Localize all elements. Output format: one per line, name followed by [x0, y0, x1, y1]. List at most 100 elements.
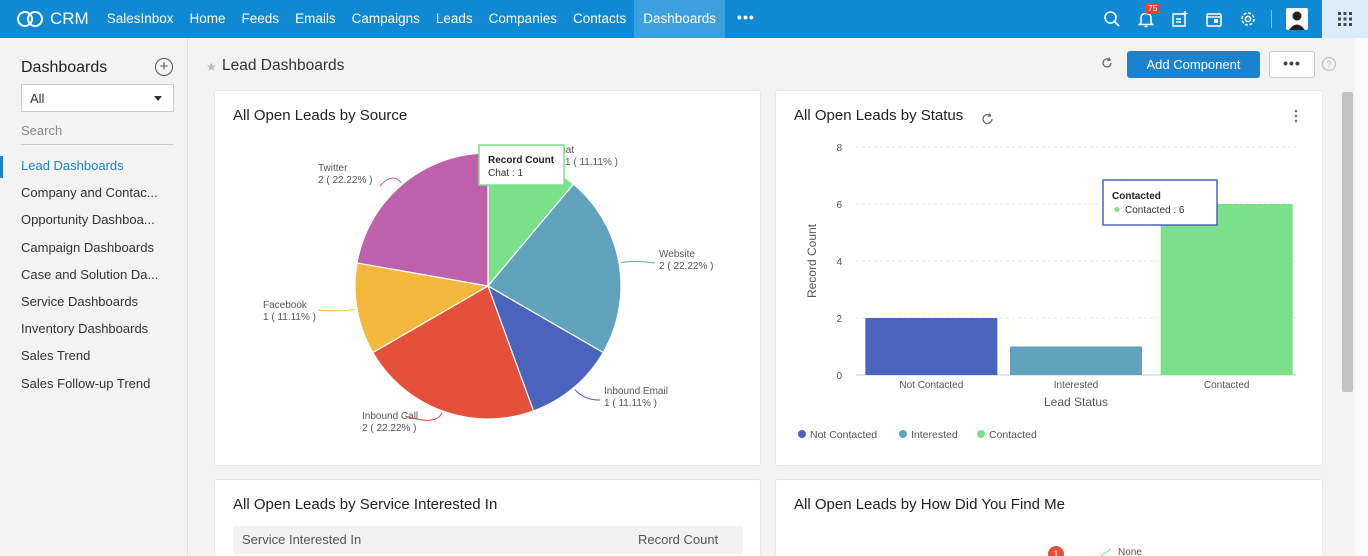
- bar-tooltip: Contacted Contacted : 6: [1102, 179, 1218, 226]
- card-title-status: All Open Leads by Status: [794, 107, 964, 124]
- card-leads-by-find-me: All Open Leads by How Did You Find Me 1 …: [775, 479, 1323, 556]
- y-tick-label: 0: [836, 371, 842, 382]
- nav-item-contacts[interactable]: Contacts: [572, 11, 627, 26]
- legend-item[interactable]: Interested: [899, 429, 958, 441]
- search-icon[interactable]: [1095, 0, 1129, 38]
- find-me-badge: [1048, 546, 1064, 556]
- top-nav-bar: CRM SalesInbox Home Feeds Emails Campaigns Le…: [0, 0, 1368, 38]
- legend-label: Not Contacted: [810, 429, 877, 441]
- pie-label-name: Inbound Call: [362, 411, 418, 422]
- nav-item-home[interactable]: Home: [189, 11, 226, 26]
- legend-item[interactable]: Contacted: [977, 429, 1037, 441]
- card-title-find-me: All Open Leads by How Did You Find Me: [794, 496, 1065, 513]
- settings-gear-icon[interactable]: [1231, 0, 1265, 38]
- sidebar-item[interactable]: Service Dashboards: [21, 293, 139, 309]
- legend-label: Contacted: [989, 429, 1037, 441]
- dashboard-filter-select[interactable]: All: [21, 84, 174, 112]
- pie-slice-twitter[interactable]: [356, 152, 489, 287]
- nav-item-companies[interactable]: Companies: [488, 11, 557, 26]
- notification-count-badge: 75: [1145, 3, 1161, 14]
- add-dashboard-icon[interactable]: +: [155, 58, 173, 76]
- pie-label-name: Website: [659, 249, 695, 260]
- chart-options-kebab-icon[interactable]: [1294, 109, 1298, 123]
- dashboard-filter-value: All: [30, 91, 45, 106]
- pie-label-value: 1 ( 11.11% ): [263, 312, 316, 323]
- sidebar-title: Dashboards: [21, 59, 108, 76]
- sidebar-item[interactable]: Sales Follow-up Trend: [21, 375, 151, 391]
- card-title-service: All Open Leads by Service Interested In: [233, 496, 498, 513]
- y-axis-label: Record Count: [805, 223, 819, 298]
- bar-tooltip-title: Contacted: [1112, 191, 1161, 202]
- pie-label-value: 1 ( 11.11% ): [604, 398, 657, 409]
- card-title-source: All Open Leads by Source: [233, 107, 408, 124]
- notifications-bell-icon[interactable]: 75: [1129, 0, 1163, 38]
- pie-leader-line: [317, 308, 356, 312]
- pie-label-name: Inbound Email: [604, 386, 668, 397]
- nav-item-campaigns[interactable]: Campaigns: [351, 11, 420, 26]
- column-header-record-count[interactable]: Record Count: [638, 532, 719, 547]
- sidebar-item[interactable]: Campaign Dashboards: [21, 239, 154, 255]
- pie-tooltip: Record Count Chat : 1: [478, 144, 565, 186]
- crm-logo-text: CRM: [50, 9, 89, 28]
- page-title: Lead Dashboards: [222, 57, 345, 74]
- pie-label-value: 2 ( 22.22% ): [318, 175, 372, 186]
- y-tick-label: 6: [836, 200, 842, 211]
- bar-interested[interactable]: [1010, 346, 1142, 376]
- nav-item-dashboards[interactable]: Dashboards: [634, 0, 726, 38]
- pie-slice-facebook[interactable]: [354, 262, 490, 354]
- card-leads-by-service: All Open Leads by Service Interested In …: [214, 479, 761, 556]
- add-component-button[interactable]: Add Component: [1127, 51, 1260, 78]
- service-table-header: Service Interested In Record Count: [233, 526, 743, 554]
- header-more-button[interactable]: •••: [1269, 51, 1315, 78]
- sidebar-item[interactable]: Inventory Dashboards: [21, 321, 149, 337]
- apps-grid-icon[interactable]: [1322, 0, 1368, 38]
- pie-label-value: 1 ( 11.11% ): [565, 157, 618, 168]
- dashboard-search-input[interactable]: Search: [21, 123, 174, 145]
- pie-leader-line: [620, 260, 656, 264]
- pie-label-name: Facebook: [263, 300, 308, 311]
- sidebar-item[interactable]: Sales Trend: [21, 348, 91, 364]
- nav-item-leads[interactable]: Leads: [435, 11, 473, 26]
- calendar-icon[interactable]: [1197, 0, 1231, 38]
- dashboards-sidebar: Dashboards + All Search Lead Dashboards C…: [0, 38, 188, 556]
- pie-label-value: 2 ( 22.22% ): [659, 261, 713, 272]
- nav-more-button[interactable]: •••: [737, 9, 755, 25]
- help-icon[interactable]: ?: [1322, 57, 1336, 71]
- bar-tooltip-body: Contacted : 6: [1125, 205, 1185, 216]
- crm-logo[interactable]: CRM: [0, 0, 89, 38]
- sidebar-item[interactable]: Lead Dashboards: [0, 156, 188, 183]
- sidebar-item[interactable]: Company and Contac...: [21, 185, 158, 201]
- legend-item[interactable]: Not Contacted: [798, 429, 877, 441]
- page-scrollbar-thumb[interactable]: [1342, 92, 1353, 392]
- legend-label: Interested: [911, 429, 958, 441]
- pie-label-value: 2 ( 22.22% ): [362, 423, 416, 434]
- add-record-icon[interactable]: [1163, 0, 1197, 38]
- find-me-visible-label: None: [1118, 547, 1142, 556]
- y-tick-label: 2: [836, 314, 842, 325]
- refresh-chart-icon[interactable]: [982, 113, 993, 125]
- favorite-star-icon[interactable]: ★: [206, 60, 217, 74]
- y-tick-label: 8: [836, 143, 842, 154]
- find-me-badge-text: 1: [1053, 549, 1058, 556]
- column-header-service[interactable]: Service Interested In: [242, 532, 362, 547]
- bar-contacted[interactable]: [1160, 204, 1293, 375]
- page-scroll-track: [1355, 38, 1368, 556]
- sidebar-item[interactable]: Opportunity Dashboa...: [21, 212, 155, 228]
- nav-item-feeds[interactable]: Feeds: [241, 11, 280, 26]
- bar-not-contacted[interactable]: [865, 318, 998, 375]
- sidebar-item[interactable]: Case and Solution Da...: [21, 266, 159, 282]
- pie-slice-inbound-email[interactable]: [486, 284, 605, 412]
- user-avatar[interactable]: [1286, 8, 1308, 30]
- pie-tooltip-body: Chat : 1: [488, 168, 523, 179]
- refresh-dashboard-icon[interactable]: [1100, 56, 1114, 73]
- bar-chart-status: 0 2 4 6 8 Not Contacted Interested Contacted Lea…: [798, 109, 1298, 441]
- pie-slice-inbound-call[interactable]: [371, 285, 535, 420]
- nav-item-emails[interactable]: Emails: [295, 11, 336, 26]
- nav-item-salesinbox[interactable]: SalesInbox: [106, 11, 174, 26]
- pie-leader-line: [574, 389, 601, 401]
- crm-logo-icon: [17, 11, 43, 27]
- pie-slice-website[interactable]: [487, 183, 622, 354]
- card-leads-by-status: All Open Leads by Status 0 2 4 6 8 Not Contac…: [775, 90, 1323, 466]
- find-me-leader-line: [1100, 548, 1112, 556]
